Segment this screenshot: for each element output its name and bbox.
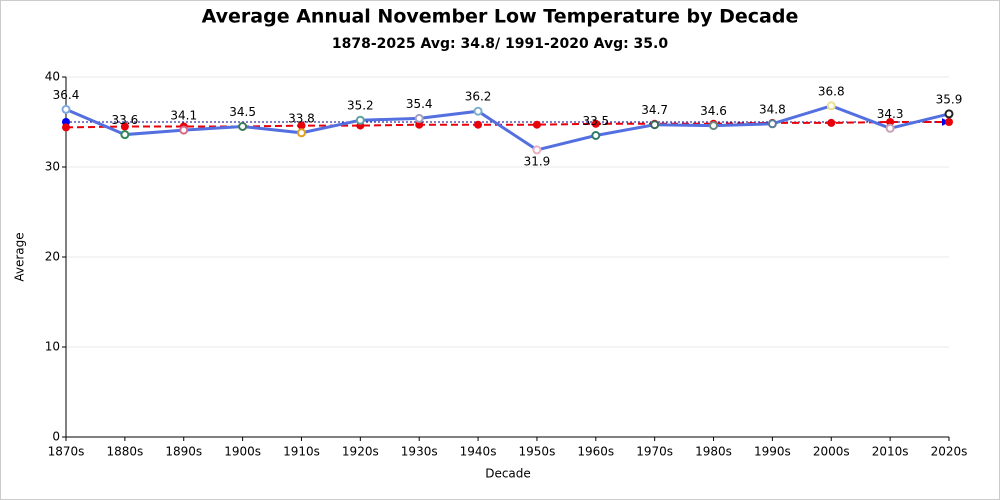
point [885,123,895,133]
data-label: 34.6 [700,104,727,118]
data-label: 36.2 [465,90,492,104]
point [414,113,424,123]
y-tick-label: 40 [45,70,60,84]
trend-line [65,121,949,129]
x-tick-label: 1900s [224,445,261,459]
data-label: 33.5 [582,114,609,128]
data-label: 34.5 [229,105,256,119]
y-tick-label: 10 [45,340,60,354]
point [238,122,248,131]
x-tick-label: 1990s [754,445,791,459]
x-tick-label: 1870s [48,445,85,459]
x-axis-title: Decade [485,467,531,481]
x-tick-label: 1930s [401,445,438,459]
point [120,130,130,140]
data-label: 34.8 [759,102,786,116]
x-tick-label: 1970s [636,445,673,459]
trend-point [591,119,600,128]
point [296,128,306,138]
point [767,119,777,129]
y-tick-label: 30 [45,160,60,174]
data-label: 36.4 [53,88,80,102]
point [473,106,483,116]
x-tick-label: 2000s [813,445,850,459]
point [61,104,71,114]
data-label: 33.6 [112,113,139,127]
y-tick-label: 0 [52,430,60,444]
trend-point [532,120,541,129]
trend-point [886,118,895,126]
point [355,115,365,125]
line [65,104,950,152]
x-tick-label: 2020s [931,445,968,459]
data-label: 35.9 [936,92,963,106]
trend-point [62,123,70,132]
point [944,109,954,119]
y-tick-label: 20 [45,250,60,264]
data-label: 34.7 [641,103,668,117]
data-label: 35.2 [347,99,374,113]
trend-point [120,122,129,131]
data-label: 34.3 [877,107,904,121]
x-tick-label: 1940s [460,445,497,459]
trend-point [415,120,424,129]
trend-point [474,120,483,129]
data-label: 33.8 [288,111,315,125]
point [591,131,601,140]
trend-point [945,118,953,126]
trend-point [827,118,836,127]
data-label: 34.1 [170,109,197,123]
point [179,125,189,135]
data-label: 31.9 [524,154,551,168]
x-tick-label: 1950s [519,445,556,459]
x-tick-label: 1890s [165,445,202,459]
x-tick-label: 1910s [283,445,320,459]
trend-point [297,121,306,130]
y-axis-title: Average [13,232,27,281]
data-label: 36.8 [818,84,845,98]
point [709,121,719,131]
point [650,120,660,130]
chart-title: Average Annual November Low Temperature … [202,6,799,28]
x-tick-label: 1880s [106,445,143,459]
point [826,101,836,111]
x-tick-label: 1980s [695,445,732,459]
chart-subtitle: 1878-2025 Avg: 34.8/ 1991-2020 Avg: 35.0 [332,36,668,52]
x-tick-label: 1960s [577,445,614,459]
x-tick-label: 2010s [872,445,909,459]
x-tick-label: 1920s [342,445,379,459]
data-label: 35.4 [406,97,433,111]
point [532,145,542,155]
